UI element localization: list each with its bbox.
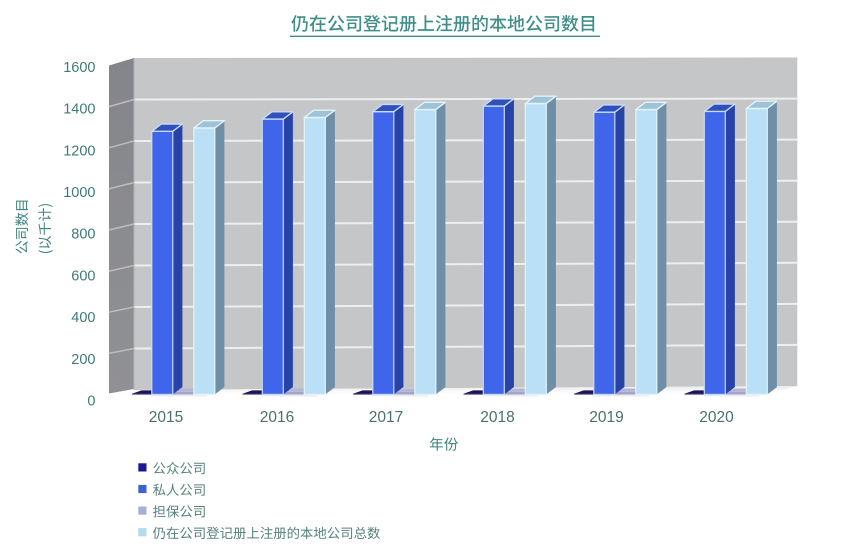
svg-text:1000: 1000 [63, 185, 95, 201]
svg-text:2020: 2020 [699, 409, 734, 426]
svg-text:1600: 1600 [63, 60, 95, 76]
svg-text:2018: 2018 [480, 409, 514, 426]
svg-text:600: 600 [71, 268, 95, 284]
svg-text:2016: 2016 [260, 409, 294, 426]
svg-text:2015: 2015 [149, 409, 183, 426]
svg-text:200: 200 [71, 352, 95, 368]
svg-text:400: 400 [71, 310, 95, 326]
svg-text:1200: 1200 [63, 143, 95, 159]
svg-text:2019: 2019 [589, 409, 623, 426]
svg-text:800: 800 [71, 227, 95, 243]
svg-text:2017: 2017 [369, 409, 403, 426]
svg-text:0: 0 [87, 394, 95, 410]
svg-text:1400: 1400 [63, 102, 95, 118]
